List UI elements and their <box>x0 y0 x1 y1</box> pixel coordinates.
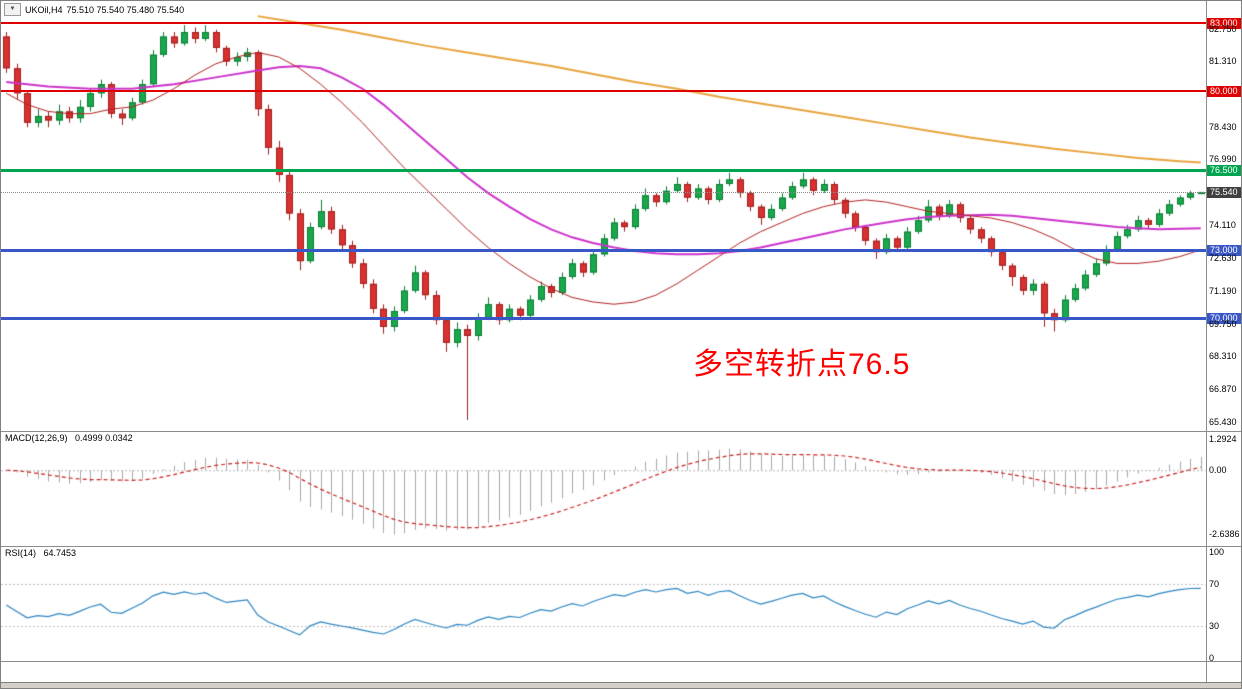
panel-divider-rsi[interactable] <box>1 546 1241 547</box>
price-axis-badge: 70.000 <box>1207 313 1241 324</box>
price-axis-label: 76.990 <box>1209 154 1237 164</box>
price-axis-label: 74.110 <box>1209 220 1236 230</box>
rsi-value: 64.7453 <box>43 548 77 558</box>
price-level-line-80[interactable] <box>1 89 1206 92</box>
price-axis-label: 71.190 <box>1209 286 1237 296</box>
macd-axis-label: 0.00 <box>1209 465 1227 475</box>
price-axis-label: 68.310 <box>1209 351 1237 361</box>
macd-indicator-title: MACD(12,26,9) 0.4999 0.0342 <box>5 433 138 443</box>
price-axis-label: 78.430 <box>1209 122 1237 132</box>
price-axis-badge: 76.500 <box>1207 165 1241 176</box>
price-level-line-83[interactable] <box>1 21 1206 24</box>
rsi-indicator-title: RSI(14) 64.7453 <box>5 548 81 558</box>
price-axis-badge: 73.000 <box>1207 245 1241 256</box>
price-level-line-73[interactable] <box>1 248 1206 252</box>
rsi-axis-label: 0 <box>1209 653 1215 663</box>
rsi-axis-label: 30 <box>1209 621 1220 631</box>
time-axis[interactable]: 18 Nov 202122 Nov 00:0023 Nov 09:0024 No… <box>1 661 1241 682</box>
price-level-line-70[interactable] <box>1 316 1206 320</box>
rsi-axis-label: 70 <box>1209 579 1220 589</box>
macd-values: 0.4999 0.0342 <box>75 433 133 443</box>
price-axis-label: 65.430 <box>1209 417 1237 427</box>
price-axis-label: 82.750 <box>1209 24 1237 34</box>
price-axis-separator <box>1206 1 1207 682</box>
macd-name: MACD(12,26,9) <box>5 433 68 443</box>
price-axis-badge: 83.000 <box>1207 18 1241 29</box>
current-price-line <box>1 192 1206 193</box>
price-level-line-76.5[interactable] <box>1 169 1206 173</box>
rsi-axis-label: 100 <box>1209 547 1225 557</box>
chart-title-symbol: UKOil,H4 <box>25 4 63 15</box>
chart-annotation-text: 多空转折点76.5 <box>693 348 911 381</box>
chart-title-bar: ▼ UKOil,H4 75.510 75.540 75.480 75.540 <box>4 3 184 16</box>
price-axis-label: 72.630 <box>1209 253 1237 263</box>
chart-title-ohlc: 75.510 75.540 75.480 75.540 <box>66 4 185 15</box>
bottom-scroll-strip[interactable] <box>1 682 1241 688</box>
symbol-dropdown-button[interactable]: ▼ <box>4 3 21 16</box>
panel-divider-timeaxis <box>1 661 1241 662</box>
macd-axis-label: -2.6386 <box>1209 529 1240 539</box>
price-axis-badge: 80.000 <box>1207 86 1241 97</box>
panel-divider-macd[interactable] <box>1 431 1241 432</box>
rsi-name: RSI(14) <box>5 548 37 558</box>
price-axis-label: 81.310 <box>1209 56 1237 66</box>
macd-axis-label: 1.2924 <box>1209 434 1237 444</box>
price-axis-label: 66.870 <box>1209 384 1237 394</box>
price-axis-badge: 75.540 <box>1207 187 1241 198</box>
price-axis-label: 69.750 <box>1209 319 1237 329</box>
